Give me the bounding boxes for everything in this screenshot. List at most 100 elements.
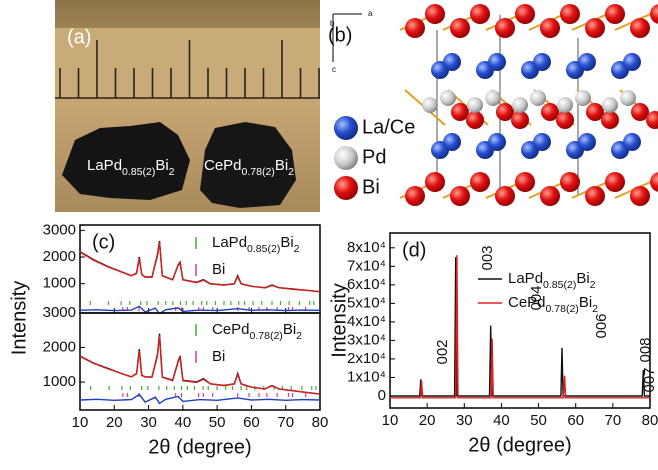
x-tick-label: 30 [456,412,473,429]
text-run: Bi [212,261,225,278]
atom [630,186,650,206]
atom [515,4,535,24]
y-tick-label: 2x10⁴ [347,350,386,367]
atom [422,97,438,113]
peak-label: 008 [637,337,654,362]
peak-label: 006 [593,313,610,338]
atom [466,111,484,129]
text-run: Bi [212,348,225,365]
atom [556,111,574,129]
crystal-structure [400,4,658,206]
atom [443,53,461,71]
y-tick-label: 2000 [43,338,76,355]
y-tick-label: 5x10⁴ [347,294,386,311]
text-run: LaPd [212,234,247,251]
x-tick-label: 50 [209,414,226,431]
x-tick-label: 60 [243,414,260,431]
atom [511,111,529,129]
atom [557,97,573,113]
legend-text: LaPd0.85(2)Bi2 [212,234,300,255]
atom [623,53,641,71]
figure: (a) LaPd0.85(2)Bi2 CePd0.78(2)Bi2 (b) a … [0,0,658,470]
y-tick-label: 3000 [43,304,76,321]
atom [540,186,560,206]
atom [425,4,445,24]
legend-text: La/Ce [362,116,415,138]
text-run: Bi [579,294,592,311]
text-run: 2 [296,330,302,342]
text-run: CePd [204,157,242,174]
x-tick-label: 10 [382,412,399,429]
text-run: LaPd [508,270,543,287]
atom [440,90,456,106]
data-line [80,395,320,404]
x-tick-label: 50 [530,412,547,429]
atom [605,4,625,24]
atom [575,90,591,106]
axis-letter: a [368,9,373,18]
peak-label: 004 [528,285,545,310]
panel-label: (d) [402,239,426,261]
y-tick-label: 8x10⁴ [347,239,386,256]
peak-label: 002 [434,339,451,364]
atom [585,186,605,206]
atom [425,172,445,192]
text-run: 0.78(2) [546,303,579,315]
atom [488,133,506,151]
legend-text: Bi [212,348,225,365]
x-tick-label: 20 [419,412,436,429]
plot-frame [390,233,650,408]
x-tick-label: 70 [605,412,622,429]
legend-text: LaPd0.85(2)Bi2 [508,270,596,291]
x-tick-label: 70 [277,414,294,431]
x-axis-label: 2θ (degree) [468,434,571,456]
text-run: 0.78(2) [242,166,275,178]
atom [650,172,658,192]
y-tick-label: 4x10⁴ [347,313,386,330]
data-line [80,335,320,394]
atom [405,18,425,38]
y-axis-label: Intensity [328,283,350,357]
legend-sphere [334,116,358,140]
text-run: 2 [590,279,596,291]
y-tick-label: 1000 [43,373,76,390]
atom [578,53,596,71]
atom [623,133,641,151]
atom [405,186,425,206]
x-tick-label: 20 [106,414,123,431]
atom [467,97,483,113]
legend-text: Bi [362,176,380,198]
atom [450,186,470,206]
y-tick-label: 3x10⁴ [347,331,386,348]
atom [450,18,470,38]
text-run: 2 [294,243,300,255]
legend-sphere [334,176,358,200]
axis-letter: c [332,65,336,74]
atom [485,90,501,106]
y-tick-label: 7x10⁴ [347,257,386,274]
x-tick-label: 30 [140,414,157,431]
y-tick-label: 0 [378,387,386,404]
legend-text: CePd0.78(2)Bi2 [212,321,302,342]
peak-label: 003 [479,245,496,270]
x-tick-label: 40 [493,412,510,429]
x-tick-label: 10 [72,414,89,431]
text-run: 0.85(2) [247,243,280,255]
atom [601,111,619,129]
text-run: 2 [169,166,175,178]
x-tick-label: 60 [567,412,584,429]
text-run: 2 [592,303,598,315]
text-run: 0.85(2) [543,279,576,291]
y-tick-label: 3000 [43,221,76,238]
photo [55,0,320,212]
legend-text: Pd [362,146,386,168]
panel-label: (c) [92,231,115,253]
text-run: Bi [576,270,589,287]
text-run: Bi [275,157,288,174]
atom [620,90,636,106]
text-run: 2 [288,166,294,178]
atom [602,97,618,113]
atom [560,172,580,192]
y-tick-label: 6x10⁴ [347,276,386,293]
atom [630,18,650,38]
